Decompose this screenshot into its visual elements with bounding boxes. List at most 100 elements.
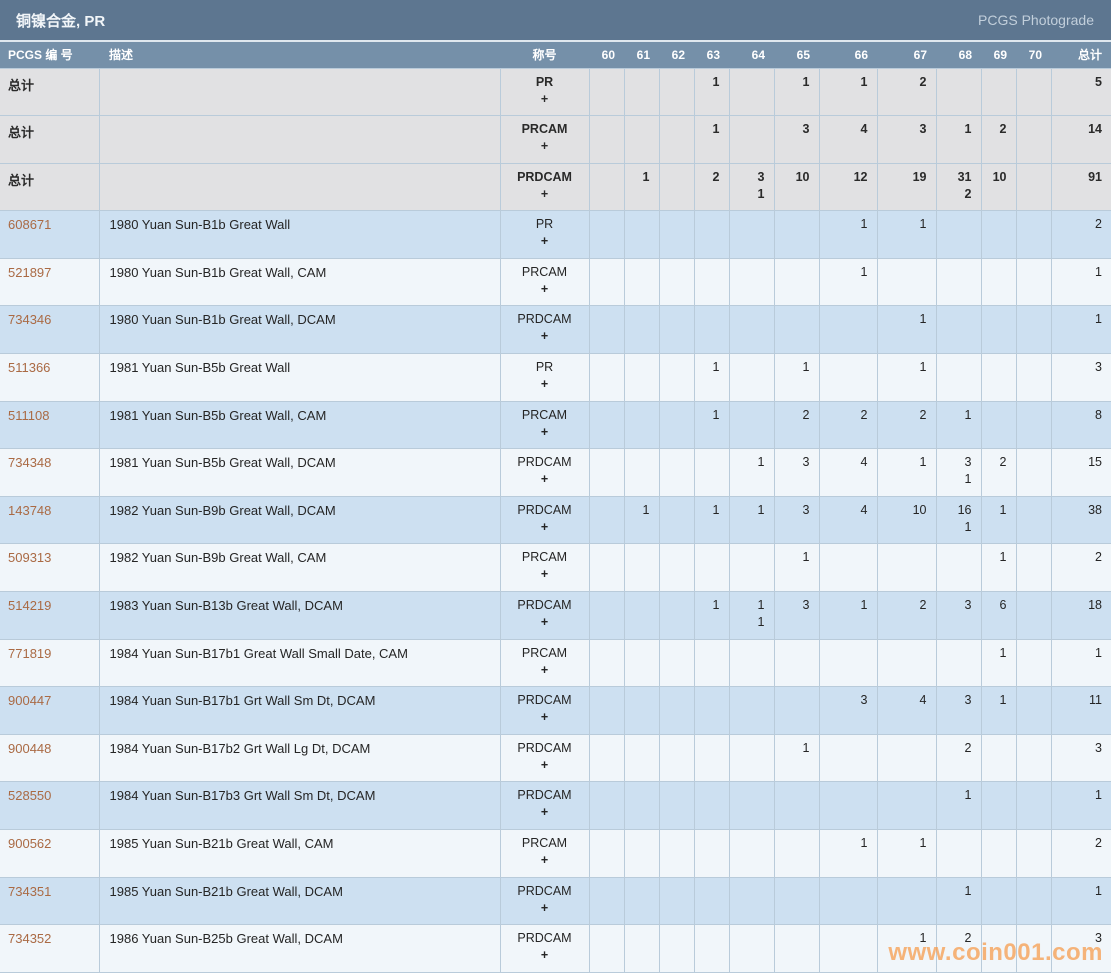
designation-plus-label: + — [502, 329, 588, 343]
designation-label: PRDCAM — [502, 170, 588, 184]
grade-68-count-cell: 3 — [936, 687, 981, 735]
pcgs-number-link[interactable]: 514219 — [8, 598, 51, 613]
grade-count: 1 — [938, 408, 972, 422]
grade-count — [731, 217, 765, 231]
pcgs-number-cell: 511108 — [0, 401, 99, 449]
grade-count: 3 — [776, 122, 810, 136]
designation-label: PRDCAM — [502, 598, 588, 612]
grade-60-count-cell — [589, 734, 624, 782]
grade-count — [661, 598, 685, 612]
grade-63-count-cell — [694, 877, 729, 925]
grade-66-count-cell — [819, 925, 877, 973]
grade-63-count-cell — [694, 306, 729, 354]
grade-count: 1 — [731, 598, 765, 612]
grade-65-count-cell — [774, 306, 819, 354]
grade-66-count-cell — [819, 544, 877, 592]
grade-63-count-cell: 1 — [694, 592, 729, 640]
grade-count — [661, 217, 685, 231]
grade-67-count-cell: 2 — [877, 401, 936, 449]
grade-count: 1 — [879, 360, 927, 374]
grade-count: 4 — [879, 693, 927, 707]
pcgs-number-link[interactable]: 900448 — [8, 741, 51, 756]
grade-61-count-cell — [624, 830, 659, 878]
grade-count — [591, 408, 615, 422]
grade-60-count-cell — [589, 877, 624, 925]
pcgs-number-link[interactable]: 511366 — [8, 360, 50, 375]
grade-count — [626, 788, 650, 802]
grade-69-count-cell — [981, 877, 1016, 925]
pcgs-number-link[interactable]: 900447 — [8, 693, 51, 708]
coin-description: 1981 Yuan Sun-B5b Great Wall — [99, 354, 500, 402]
pcgs-number-link[interactable]: 734346 — [8, 312, 51, 327]
row-total: 1 — [1051, 306, 1111, 354]
pcgs-number-link[interactable]: 734351 — [8, 884, 51, 899]
grade-count — [731, 836, 765, 850]
grade-count — [591, 741, 615, 755]
row-total: 11 — [1051, 687, 1111, 735]
grade-61-count-cell — [624, 116, 659, 164]
grade-plus-count: 1 — [938, 472, 972, 486]
grade-count — [696, 217, 720, 231]
grade-68-count-cell — [936, 211, 981, 259]
grade-count — [776, 265, 810, 279]
pcgs-number-link[interactable]: 771819 — [8, 646, 51, 661]
pcgs-number-link[interactable]: 509313 — [8, 550, 51, 565]
grade-count: 2 — [983, 122, 1007, 136]
row-total: 1 — [1051, 639, 1111, 687]
grade-count: 1 — [821, 217, 868, 231]
grade-70-count-cell — [1016, 877, 1051, 925]
row-total: 14 — [1051, 116, 1111, 164]
grade-count — [661, 503, 685, 517]
grade-count — [626, 217, 650, 231]
pcgs-number-link[interactable]: 734352 — [8, 931, 51, 946]
grade-count — [661, 550, 685, 564]
pcgs-number-link[interactable]: 511108 — [8, 408, 49, 423]
pcgs-number-link[interactable]: 521897 — [8, 265, 51, 280]
pcgs-number-cell: 总计 — [0, 68, 99, 116]
grade-69-count-cell — [981, 354, 1016, 402]
designation-label: PRCAM — [502, 408, 588, 422]
grade-count: 1 — [983, 693, 1007, 707]
grade-count — [1018, 265, 1042, 279]
designation-cell: PRDCAM+ — [500, 306, 589, 354]
grade-68-count-cell: 1 — [936, 782, 981, 830]
grade-65-count-cell: 10 — [774, 163, 819, 211]
pcgs-number-link[interactable]: 734348 — [8, 455, 51, 470]
pcgs-number-link[interactable]: 143748 — [8, 503, 51, 518]
grade-60-count-cell — [589, 68, 624, 116]
grade-69-count-cell: 6 — [981, 592, 1016, 640]
grade-63-count-cell — [694, 544, 729, 592]
grade-68-count-cell: 1 — [936, 877, 981, 925]
grade-count: 3 — [776, 503, 810, 517]
designation-label: PRDCAM — [502, 788, 588, 802]
designation-label: PRDCAM — [502, 931, 588, 945]
grade-70-count-cell — [1016, 258, 1051, 306]
grade-62-count-cell — [659, 163, 694, 211]
photograde-link[interactable]: PCGS Photograde — [978, 12, 1094, 28]
designation-label: PR — [502, 75, 588, 89]
grade-count — [938, 550, 972, 564]
pcgs-number-link[interactable]: 528550 — [8, 788, 51, 803]
grade-64-count-cell: 1 — [729, 496, 774, 544]
grade-count — [983, 408, 1007, 422]
designation-label: PRDCAM — [502, 503, 588, 517]
grade-63-count-cell — [694, 639, 729, 687]
header-grade-63: 63 — [694, 42, 729, 68]
pcgs-number-link[interactable]: 900562 — [8, 836, 51, 851]
grade-68-count-cell — [936, 544, 981, 592]
grade-67-count-cell — [877, 734, 936, 782]
grade-count: 3 — [879, 122, 927, 136]
grade-63-count-cell — [694, 449, 729, 497]
grade-count — [1018, 550, 1042, 564]
grade-count: 1 — [696, 75, 720, 89]
grade-count — [776, 836, 810, 850]
grade-70-count-cell — [1016, 354, 1051, 402]
grade-63-count-cell — [694, 211, 729, 259]
grade-count — [591, 836, 615, 850]
grade-61-count-cell — [624, 687, 659, 735]
grade-69-count-cell: 2 — [981, 449, 1016, 497]
grade-68-count-cell: 2 — [936, 734, 981, 782]
pcgs-number-link[interactable]: 608671 — [8, 217, 51, 232]
row-total: 91 — [1051, 163, 1111, 211]
designation-plus-label: + — [502, 758, 588, 772]
